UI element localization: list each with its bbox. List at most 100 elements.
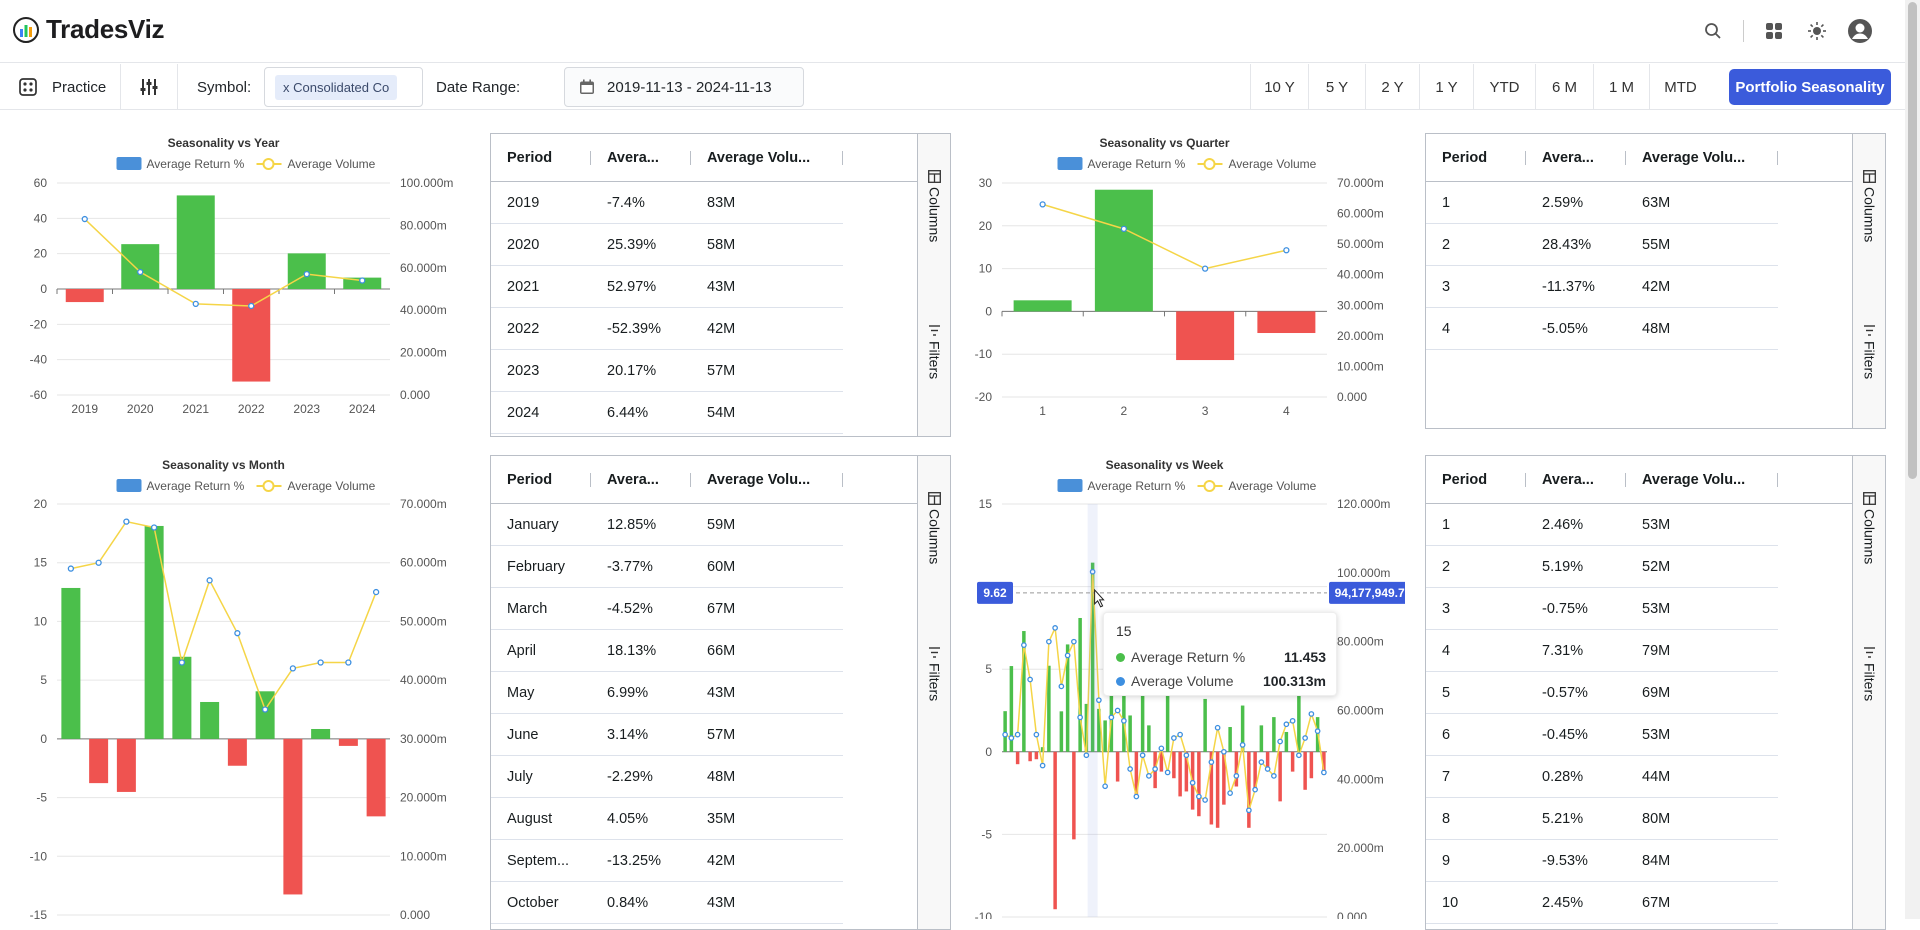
table-row[interactable]: October 0.84% 43M — [491, 882, 843, 924]
column-header[interactable]: Avera... — [1526, 456, 1626, 504]
column-header[interactable]: Period — [1426, 456, 1526, 504]
table-row[interactable]: 1 2.46% 53M — [1426, 504, 1778, 546]
return-bar — [1222, 751, 1226, 805]
volume-point — [289, 665, 297, 672]
table-row[interactable]: 3 -11.37% 42M — [1426, 266, 1778, 308]
table-row[interactable]: 10 2.45% 67M — [1426, 882, 1778, 924]
legend-line-label: Average Volume — [288, 479, 376, 493]
columns-panel-button[interactable]: Columns — [918, 170, 951, 242]
table-row[interactable]: 2 28.43% 55M — [1426, 224, 1778, 266]
table-cell: -13.25% — [607, 852, 662, 869]
table-row[interactable]: Septem... -13.25% 42M — [491, 840, 843, 882]
table-row[interactable]: 2020 25.39% 58M — [491, 224, 843, 266]
column-header[interactable]: Average Volu... — [1626, 456, 1778, 504]
table-row[interactable]: March -4.52% 67M — [491, 588, 843, 630]
page-scrollbar[interactable] — [1905, 0, 1920, 919]
symbol-select[interactable]: x Consolidated Co — [264, 67, 423, 107]
table-row[interactable]: 1 2.59% 63M — [1426, 182, 1778, 224]
scrollbar-thumb[interactable] — [1908, 2, 1917, 479]
return-bar — [1240, 705, 1245, 752]
filters-panel-button[interactable]: Filters — [1853, 324, 1886, 379]
y2-tick-label: 80.000m — [1337, 635, 1384, 649]
column-header[interactable]: Avera... — [591, 456, 691, 504]
legend-bar-swatch — [1057, 479, 1083, 492]
portfolio-seasonality-button[interactable]: Portfolio Seasonality — [1729, 69, 1891, 105]
table-row[interactable]: 4 7.31% 79M — [1426, 630, 1778, 672]
table-cell: 5 — [1442, 684, 1451, 701]
apps-grid-icon[interactable] — [1761, 18, 1787, 44]
range-2y-button[interactable]: 2 Y — [1365, 64, 1419, 110]
range-5y-button[interactable]: 5 Y — [1308, 64, 1365, 110]
theme-sun-icon[interactable] — [1804, 18, 1830, 44]
table-cell: 63M — [1642, 194, 1671, 211]
filters-panel-button[interactable]: Filters — [918, 646, 951, 701]
range-6m-button[interactable]: 6 M — [1535, 64, 1593, 110]
range-ytd-button[interactable]: YTD — [1473, 64, 1535, 110]
table-cell: 2.46% — [1542, 516, 1584, 533]
filters-panel-button[interactable]: Filters — [918, 324, 951, 379]
return-bar — [1028, 751, 1032, 762]
table-row[interactable]: August 4.05% 35M — [491, 798, 843, 840]
table-row[interactable]: 2022 -52.39% 42M — [491, 308, 843, 350]
table-cell: 58M — [707, 236, 736, 253]
table-cell: 42M — [707, 852, 736, 869]
column-header[interactable]: Average Volu... — [691, 456, 843, 504]
date-range-input[interactable]: 2019-11-13 - 2024-11-13 — [564, 67, 804, 107]
table-row[interactable]: January 12.85% 59M — [491, 504, 843, 546]
volume-point — [1127, 766, 1133, 772]
table-cell: 0.84% — [607, 894, 649, 911]
practice-toggle[interactable]: Practice — [18, 64, 106, 110]
table-row[interactable]: 9 -9.53% 84M — [1426, 840, 1778, 882]
volume-point — [1201, 265, 1209, 272]
table-row[interactable]: April 18.13% 66M — [491, 630, 843, 672]
table-row[interactable]: February -3.77% 60M — [491, 546, 843, 588]
table-row[interactable]: May 6.99% 43M — [491, 672, 843, 714]
table-cell: 4 — [1442, 642, 1451, 659]
volume-point — [1221, 748, 1227, 755]
table-row[interactable]: July -2.29% 48M — [491, 756, 843, 798]
table-cell: -9.53% — [1542, 852, 1588, 869]
table-row[interactable]: 4 -5.05% 48M — [1426, 308, 1778, 350]
table-row[interactable]: 3 -0.75% 53M — [1426, 588, 1778, 630]
y2-tick-label: 30.000m — [1337, 298, 1384, 312]
app-logo[interactable]: TradesViz — [12, 14, 165, 45]
table-row[interactable]: 2019 -7.4% 83M — [491, 182, 843, 224]
columns-panel-button[interactable]: Columns — [918, 492, 951, 564]
return-bar — [227, 738, 247, 766]
return-bar — [144, 525, 164, 739]
column-header[interactable]: Period — [491, 456, 591, 504]
table-row[interactable]: 5 -0.57% 69M — [1426, 672, 1778, 714]
table-row[interactable]: June 3.14% 57M — [491, 714, 843, 756]
divider — [177, 64, 178, 110]
y-tick-label: 15 — [34, 556, 48, 570]
table-row[interactable]: 8 5.21% 80M — [1426, 798, 1778, 840]
range-mtd-button[interactable]: MTD — [1649, 64, 1711, 110]
range-1y-button[interactable]: 1 Y — [1419, 64, 1473, 110]
grid-side-bar: Columns Filters — [1852, 134, 1885, 428]
volume-point — [178, 659, 186, 666]
y2-tick-label: 10.000m — [1337, 359, 1384, 373]
table-row[interactable]: 2 5.19% 52M — [1426, 546, 1778, 588]
column-header[interactable]: Average Volu... — [1626, 134, 1778, 182]
column-header[interactable]: Avera... — [591, 134, 691, 182]
symbol-chip[interactable]: x Consolidated Co — [275, 74, 398, 100]
table-row[interactable]: 2023 20.17% 57M — [491, 350, 843, 392]
filters-panel-button[interactable]: Filters — [1853, 646, 1886, 701]
range-10y-button[interactable]: 10 Y — [1250, 64, 1308, 110]
column-header[interactable]: Avera... — [1526, 134, 1626, 182]
columns-panel-button[interactable]: Columns — [1853, 170, 1886, 242]
filter-icon — [929, 647, 940, 658]
table-row[interactable]: 6 -0.45% 53M — [1426, 714, 1778, 756]
table-row[interactable]: 2024 6.44% 54M — [491, 392, 843, 434]
top-bar: TradesViz — [0, 0, 1905, 63]
table-row[interactable]: 2021 52.97% 43M — [491, 266, 843, 308]
table-row[interactable]: 7 0.28% 44M — [1426, 756, 1778, 798]
range-1m-button[interactable]: 1 M — [1593, 64, 1649, 110]
settings-sliders-button[interactable] — [139, 64, 159, 110]
columns-panel-button[interactable]: Columns — [1853, 492, 1886, 564]
search-icon[interactable] — [1700, 18, 1726, 44]
column-header[interactable]: Period — [491, 134, 591, 182]
column-header[interactable]: Average Volu... — [691, 134, 843, 182]
user-avatar-icon[interactable] — [1847, 18, 1873, 44]
column-header[interactable]: Period — [1426, 134, 1526, 182]
